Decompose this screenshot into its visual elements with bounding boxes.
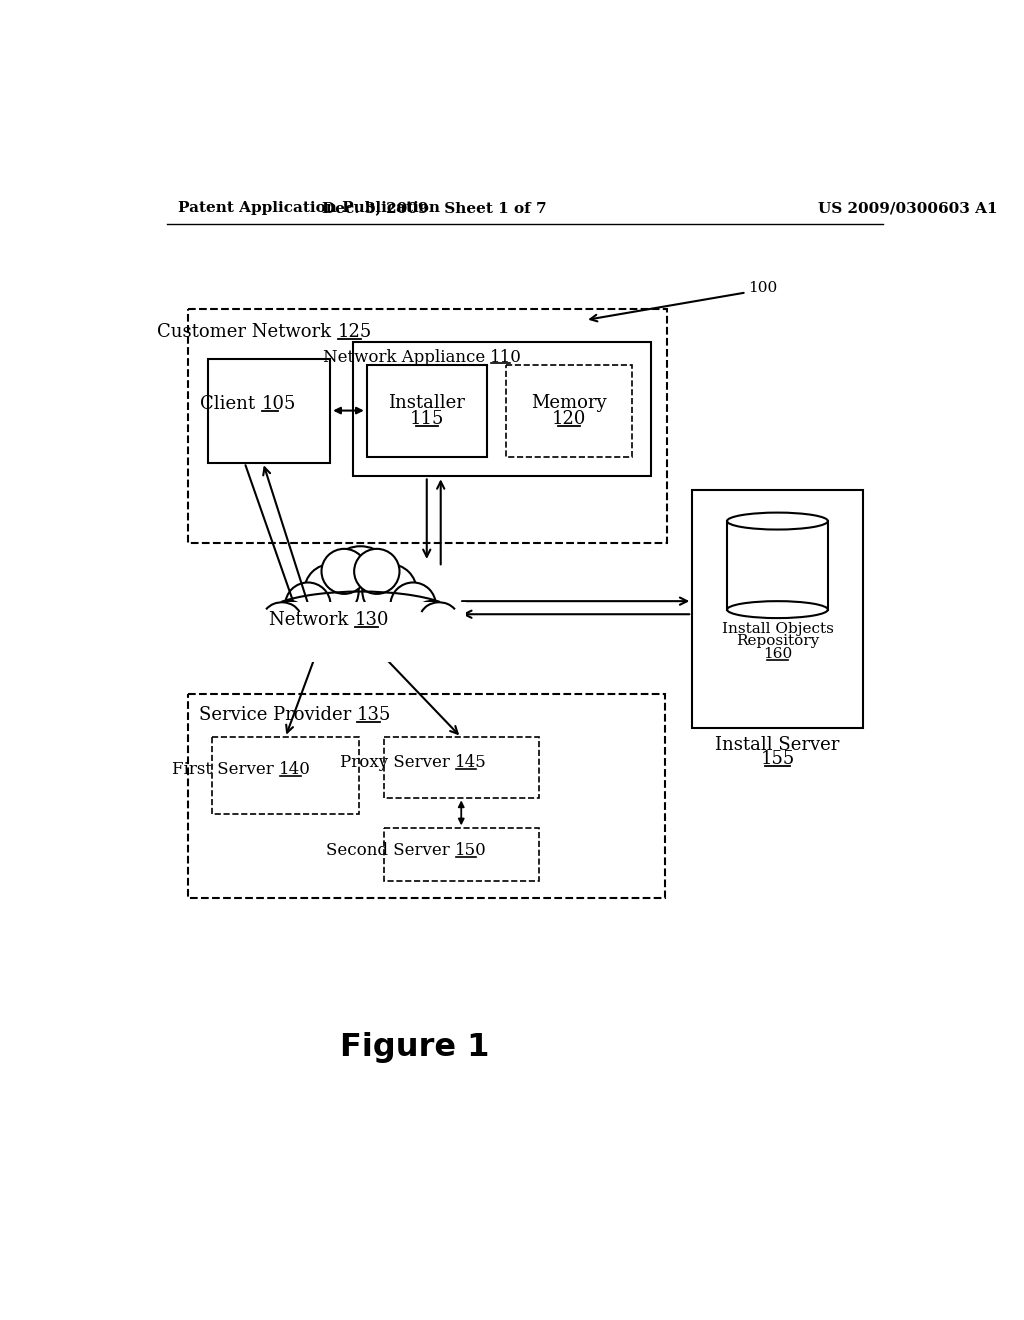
Text: Network: Network — [269, 611, 354, 630]
Text: 120: 120 — [552, 409, 586, 428]
Text: 160: 160 — [763, 647, 793, 660]
Text: 130: 130 — [354, 611, 389, 630]
Text: Installer: Installer — [388, 395, 465, 412]
Bar — [727, 521, 827, 610]
Bar — [212, 738, 359, 814]
Text: Second Server: Second Server — [326, 842, 455, 859]
Text: Figure 1: Figure 1 — [340, 1032, 489, 1063]
Text: Install Server: Install Server — [715, 737, 840, 754]
Text: Client: Client — [201, 396, 261, 413]
Text: 155: 155 — [761, 750, 795, 768]
Circle shape — [390, 582, 436, 627]
Circle shape — [304, 564, 358, 618]
Text: 135: 135 — [356, 706, 391, 725]
Ellipse shape — [265, 583, 457, 643]
Text: 105: 105 — [261, 396, 296, 413]
Text: 115: 115 — [410, 409, 444, 428]
Bar — [188, 693, 665, 898]
Text: Proxy Server: Proxy Server — [340, 754, 455, 771]
Text: Memory: Memory — [531, 395, 607, 412]
Bar — [352, 342, 651, 477]
Text: 140: 140 — [280, 762, 311, 779]
Text: 110: 110 — [490, 348, 522, 366]
Text: 100: 100 — [748, 281, 777, 294]
Text: Dec. 3, 2009   Sheet 1 of 7: Dec. 3, 2009 Sheet 1 of 7 — [322, 202, 547, 215]
Bar — [367, 364, 486, 457]
Circle shape — [326, 546, 395, 615]
Text: 145: 145 — [455, 754, 486, 771]
Ellipse shape — [727, 601, 827, 618]
Text: Network Appliance: Network Appliance — [323, 348, 490, 366]
Bar — [255, 602, 466, 661]
Text: US 2009/0300603 A1: US 2009/0300603 A1 — [818, 202, 997, 215]
Bar — [384, 738, 539, 797]
Text: 150: 150 — [455, 842, 486, 859]
Bar — [384, 829, 539, 880]
Circle shape — [362, 564, 417, 618]
Bar — [692, 490, 862, 729]
Text: Service Provider: Service Provider — [199, 706, 356, 725]
Text: Install Objects: Install Objects — [722, 622, 834, 636]
Bar — [506, 364, 632, 457]
Bar — [208, 359, 331, 462]
Text: Customer Network: Customer Network — [158, 322, 337, 341]
Text: Repository: Repository — [736, 634, 819, 648]
Text: 125: 125 — [337, 322, 372, 341]
Circle shape — [354, 549, 399, 594]
Text: First Server: First Server — [172, 762, 280, 779]
Circle shape — [413, 601, 450, 638]
Bar — [188, 309, 668, 544]
Circle shape — [271, 601, 308, 638]
Text: Patent Application Publication: Patent Application Publication — [178, 202, 440, 215]
Circle shape — [286, 582, 331, 627]
Ellipse shape — [727, 512, 827, 529]
Circle shape — [322, 549, 367, 594]
